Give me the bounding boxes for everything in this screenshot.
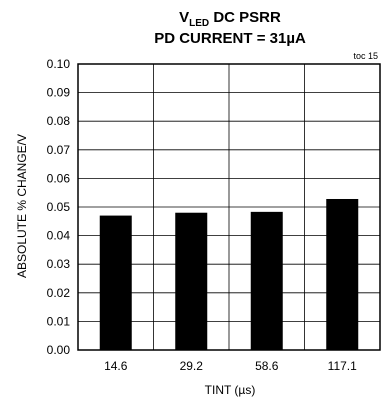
- y-tick-label: 0.05: [47, 200, 71, 214]
- bars: [99, 198, 359, 350]
- x-tick-label: 58.6: [255, 359, 279, 373]
- y-axis-label: ABSOLUTE % CHANGE/V: [15, 134, 29, 278]
- x-tick-label: 117.1: [328, 359, 357, 373]
- chart-title-line2: PD CURRENT = 31µA: [154, 30, 306, 47]
- chart-title-rest: DC PSRR: [209, 9, 281, 26]
- bar: [175, 212, 208, 350]
- chart-title-subscript: LED: [189, 18, 209, 29]
- bar: [99, 215, 132, 350]
- chart-title-main: V: [179, 9, 189, 26]
- y-tick-label: 0.04: [47, 229, 71, 243]
- plot-frame: [77, 63, 381, 351]
- y-tick-label: 0.03: [47, 257, 71, 271]
- bar: [326, 198, 359, 350]
- y-tick-label: 0.07: [47, 143, 71, 157]
- x-axis-label: TINT (µs): [205, 383, 256, 397]
- x-tick-label: 29.2: [180, 359, 204, 373]
- y-tick-label: 0.01: [47, 314, 71, 328]
- x-tick-label: 14.6: [104, 359, 128, 373]
- y-tick-label: 0.06: [47, 171, 71, 185]
- chart-title-line1: VLED DC PSRR: [179, 9, 281, 29]
- toc-note: toc 15: [353, 51, 378, 61]
- y-tick-label: 0.10: [47, 57, 71, 71]
- y-tick-label: 0.08: [47, 114, 71, 128]
- y-tick-label: 0.00: [47, 343, 71, 357]
- x-tick-labels: 14.6 29.2 58.6 117.1: [104, 359, 357, 373]
- y-tick-labels: 0.00 0.01 0.02 0.03 0.04 0.05 0.06 0.07 0.08 0.09…: [47, 57, 71, 357]
- y-tick-label: 0.02: [47, 286, 71, 300]
- bar: [250, 211, 283, 350]
- y-tick-label: 0.09: [47, 86, 71, 100]
